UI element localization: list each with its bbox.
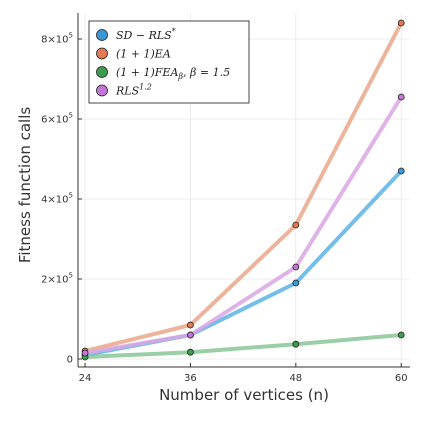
legend-label-3: RLS1.2 bbox=[115, 83, 152, 98]
x-tick-label-1: 36 bbox=[184, 373, 197, 384]
x-tick-label-3: 60 bbox=[395, 373, 408, 384]
x-axis-ticks: 24 36 48 60 bbox=[79, 363, 408, 384]
y-tick-label-0: 0 bbox=[67, 355, 73, 366]
legend-label-2: (1 + 1)FEAβ, β = 1.5 bbox=[116, 66, 230, 81]
plot-frame bbox=[77, 13, 410, 368]
series-2-point-2 bbox=[292, 340, 300, 348]
legend-swatch-3 bbox=[96, 84, 108, 97]
y-axis-ticks: 0 2×105 4×105 6×105 8×105 bbox=[41, 32, 82, 366]
series-2-point-3 bbox=[397, 331, 405, 339]
x-tick-label-2: 48 bbox=[289, 373, 302, 384]
legend-box bbox=[88, 20, 250, 104]
y-tick-label-1: 2×105 bbox=[41, 272, 73, 286]
series-0 bbox=[81, 167, 405, 359]
series-line-2 bbox=[83, 333, 404, 359]
legend-swatch-1 bbox=[96, 47, 108, 60]
legend-label-1: (1 + 1)EA bbox=[116, 48, 171, 61]
series-3-point-1 bbox=[187, 331, 194, 339]
series-1-point-1 bbox=[187, 321, 194, 329]
series-line-1 bbox=[83, 21, 404, 353]
series-0-point-3 bbox=[397, 167, 405, 175]
series-0-point-2 bbox=[292, 279, 300, 287]
series-line-3 bbox=[83, 95, 404, 355]
x-axis-label: Number of vertices (n) bbox=[159, 386, 329, 404]
series-1 bbox=[81, 19, 405, 355]
legend: SD − RLS* (1 + 1)EA (1 + 1)FEAβ, β = 1.5 RL… bbox=[88, 20, 250, 104]
series-3-point-0 bbox=[81, 349, 89, 357]
series-1-point-2 bbox=[292, 221, 300, 229]
series-3-point-2 bbox=[292, 263, 300, 271]
x-tick-label-0: 24 bbox=[79, 373, 92, 384]
series-1-point-3 bbox=[397, 19, 405, 27]
legend-swatch-2 bbox=[96, 66, 108, 78]
series-3-point-3 bbox=[397, 93, 405, 101]
y-tick-label-2: 4×105 bbox=[41, 192, 73, 206]
legend-swatch-0 bbox=[96, 29, 108, 41]
series-lines bbox=[81, 19, 405, 361]
y-tick-label-4: 8×105 bbox=[41, 32, 73, 46]
y-axis-label: Fitness function calls bbox=[16, 107, 34, 264]
series-2-point-1 bbox=[187, 348, 194, 356]
y-tick-label-3: 6×105 bbox=[41, 112, 73, 126]
legend-label-0: SD − RLS* bbox=[116, 27, 176, 42]
series-3 bbox=[81, 93, 405, 357]
